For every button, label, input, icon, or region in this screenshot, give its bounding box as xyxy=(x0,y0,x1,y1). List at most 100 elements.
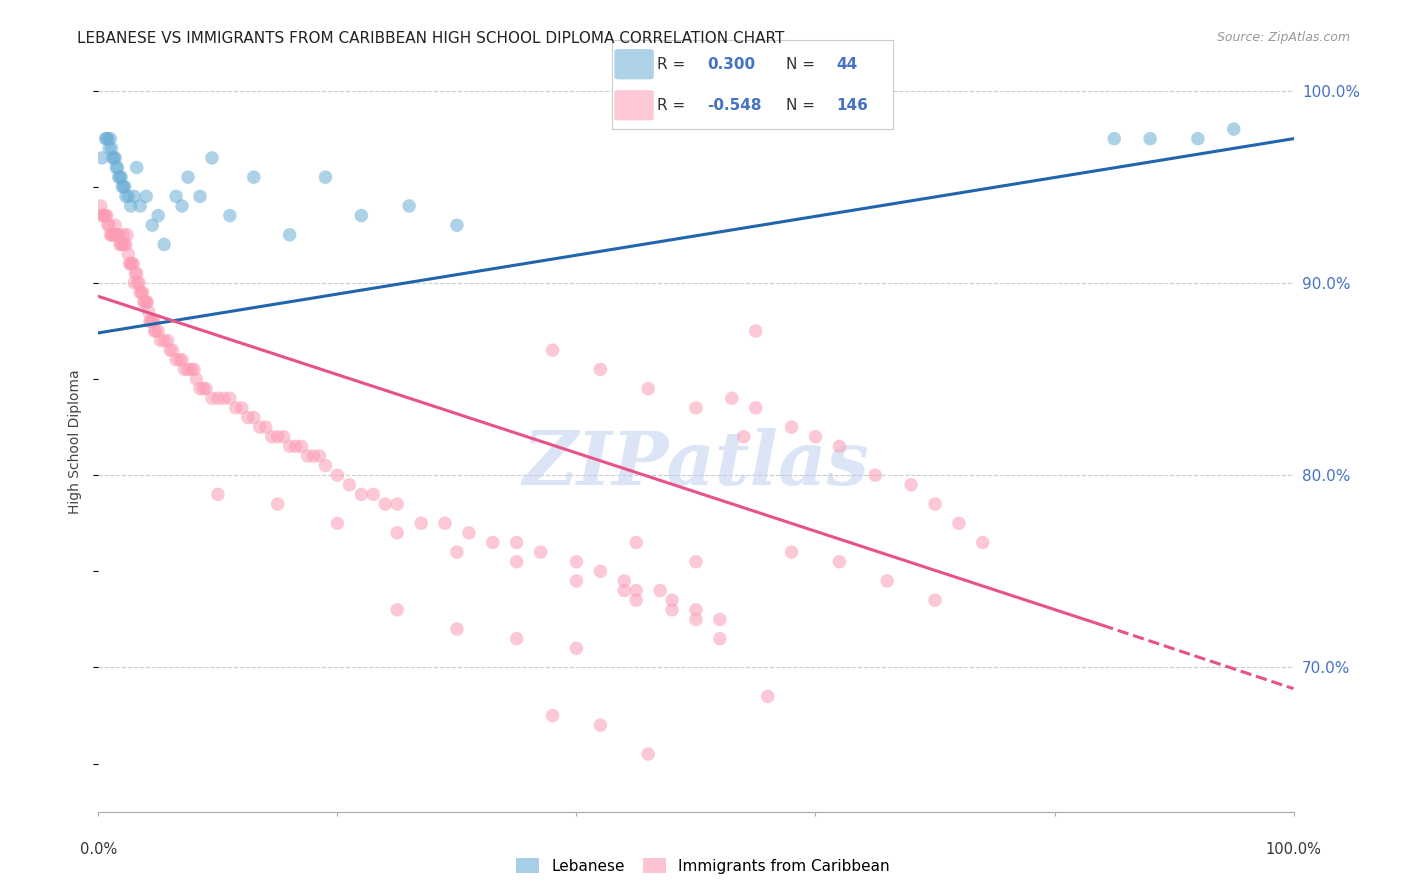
Point xyxy=(138,304,160,318)
Legend: Lebanese, Immigrants from Caribbean: Lebanese, Immigrants from Caribbean xyxy=(510,852,896,880)
Point xyxy=(446,622,468,636)
Point xyxy=(101,151,124,165)
Point xyxy=(385,497,409,511)
Point xyxy=(648,583,672,598)
Point xyxy=(98,218,121,232)
Point xyxy=(661,593,683,607)
Point xyxy=(96,209,118,223)
Point xyxy=(326,516,349,531)
Point xyxy=(145,324,167,338)
Point xyxy=(225,401,247,415)
Point xyxy=(91,209,114,223)
Point xyxy=(565,641,588,656)
Point xyxy=(112,227,135,242)
Point xyxy=(122,257,145,271)
Point xyxy=(780,545,803,559)
Point xyxy=(506,535,529,549)
Point xyxy=(100,227,122,242)
Point xyxy=(589,718,612,732)
Point xyxy=(745,324,768,338)
Point xyxy=(103,227,125,242)
Text: 44: 44 xyxy=(837,57,858,71)
Point xyxy=(112,179,135,194)
Point xyxy=(541,343,564,358)
Point xyxy=(267,430,290,444)
Point xyxy=(100,141,122,155)
Point xyxy=(278,227,301,242)
Point xyxy=(111,237,134,252)
Point xyxy=(96,131,118,145)
Text: LEBANESE VS IMMIGRANTS FROM CARIBBEAN HIGH SCHOOL DIPLOMA CORRELATION CHART: LEBANESE VS IMMIGRANTS FROM CARIBBEAN HI… xyxy=(77,31,785,46)
Point xyxy=(1187,131,1209,145)
Point xyxy=(107,161,129,175)
Point xyxy=(103,151,125,165)
Point xyxy=(107,170,129,185)
Point xyxy=(91,209,114,223)
Point xyxy=(219,391,242,405)
Point xyxy=(105,161,128,175)
Point xyxy=(93,209,115,223)
Point xyxy=(183,362,205,376)
Point xyxy=(97,218,120,232)
Point xyxy=(135,189,157,203)
Point xyxy=(128,276,150,290)
Point xyxy=(506,555,529,569)
Text: R =: R = xyxy=(657,98,685,112)
Point xyxy=(139,314,162,328)
Point xyxy=(98,141,121,155)
Point xyxy=(186,372,208,386)
Point xyxy=(117,189,139,203)
Point xyxy=(162,343,184,358)
Point xyxy=(121,257,143,271)
Point xyxy=(339,478,361,492)
Point xyxy=(104,151,127,165)
Point xyxy=(637,382,659,396)
Point xyxy=(948,516,970,531)
Point xyxy=(685,555,707,569)
Point xyxy=(900,478,922,492)
Point xyxy=(972,535,994,549)
Point xyxy=(398,199,420,213)
Point xyxy=(134,295,156,310)
Point xyxy=(284,439,307,453)
Point xyxy=(308,449,330,463)
Point xyxy=(193,382,215,396)
Point xyxy=(267,497,290,511)
Point xyxy=(149,334,172,348)
Point xyxy=(302,449,325,463)
Point xyxy=(125,266,148,280)
Point xyxy=(98,131,122,145)
Point xyxy=(243,410,266,425)
Point xyxy=(108,170,131,185)
Point xyxy=(201,391,224,405)
Point xyxy=(685,603,707,617)
Point xyxy=(613,574,636,588)
Point xyxy=(506,632,529,646)
Point xyxy=(721,391,744,405)
Point xyxy=(136,295,159,310)
Point xyxy=(97,131,120,145)
Point xyxy=(101,227,124,242)
Point xyxy=(110,170,132,185)
Point xyxy=(120,199,142,213)
Point xyxy=(249,420,271,434)
Point xyxy=(350,487,373,501)
Point xyxy=(129,285,152,300)
Point xyxy=(865,468,887,483)
Point xyxy=(385,525,409,540)
Point xyxy=(446,218,468,232)
Point xyxy=(195,382,218,396)
Point xyxy=(828,439,851,453)
Text: N =: N = xyxy=(786,57,815,71)
Text: 0.0%: 0.0% xyxy=(80,842,117,857)
Point xyxy=(481,535,505,549)
Point xyxy=(139,314,162,328)
Point xyxy=(374,497,396,511)
Point xyxy=(98,227,122,242)
Point xyxy=(236,410,259,425)
Point xyxy=(148,324,170,338)
Point xyxy=(115,189,138,203)
Point xyxy=(124,266,146,280)
Point xyxy=(637,747,659,761)
Point xyxy=(876,574,898,588)
